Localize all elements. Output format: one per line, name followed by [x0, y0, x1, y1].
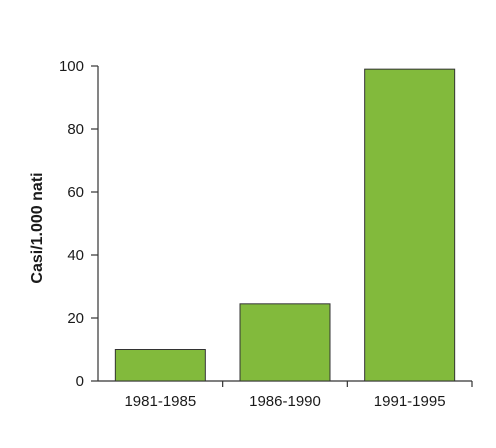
y-tick-label: 60: [67, 184, 84, 201]
y-axis-title: Casi/1.000 nati: [29, 172, 46, 283]
y-tick-label: 40: [67, 247, 84, 264]
x-tick-label: 1981-1985: [124, 393, 196, 410]
x-tick-label: 1986-1990: [249, 393, 321, 410]
bar-1986-1990: [239, 303, 331, 382]
y-tick-label: 80: [67, 121, 84, 138]
x-tick-label: 1991-1995: [374, 393, 446, 410]
bars: [114, 68, 456, 382]
y-tick-label: 100: [59, 58, 84, 75]
y-axis: 0 20 40 60 80 100: [59, 58, 99, 390]
y-tick-label: 0: [76, 373, 84, 390]
bar-1981-1985: [114, 349, 206, 382]
bar-1991-1995: [364, 68, 456, 382]
y-tick-label: 20: [67, 310, 84, 327]
x-axis: 1981-1985 1986-1990 1991-1995: [98, 380, 473, 410]
